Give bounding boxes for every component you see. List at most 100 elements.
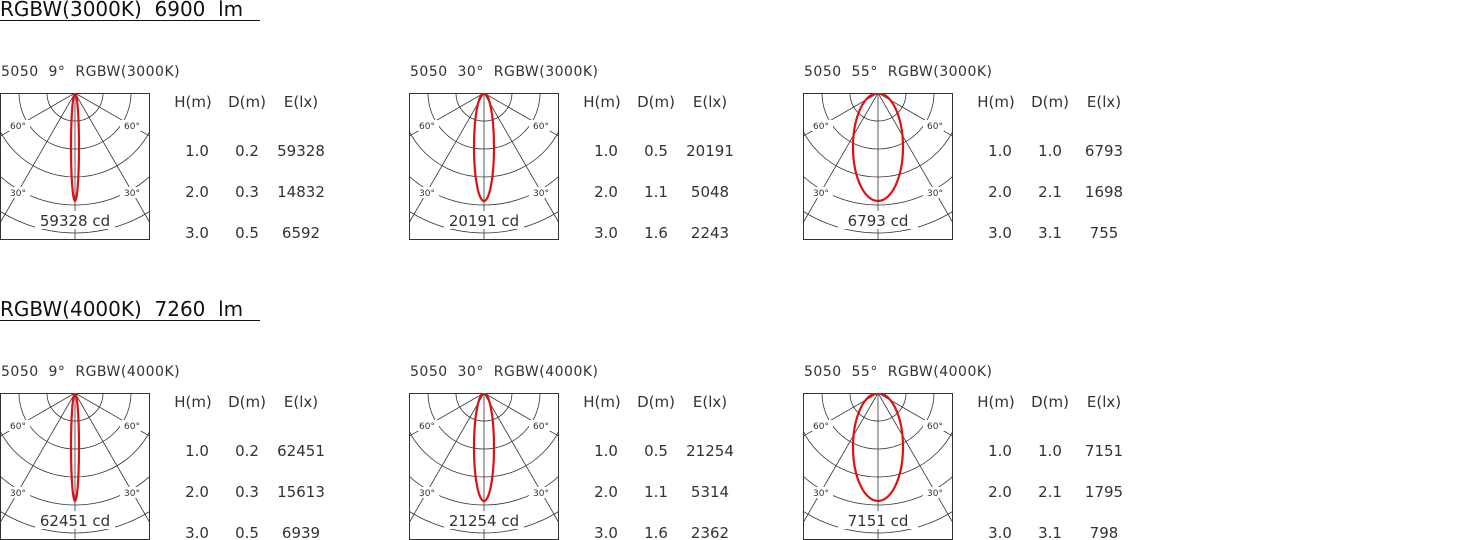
polar-diagram: 60° 60° 30° 30° 62451 cd (0, 393, 150, 540)
peak-label: 7151 cd (848, 512, 909, 530)
table-cell: 2.0 (988, 183, 1012, 201)
label-bg (418, 487, 439, 498)
label-bg (418, 420, 439, 431)
angle-label: 30° (124, 489, 140, 499)
table-cell: 1.6 (644, 224, 668, 242)
table-header: H(m) (977, 393, 1015, 411)
polar-ray (409, 93, 485, 137)
polar-ray (409, 93, 485, 224)
table-cell: 3.0 (185, 224, 209, 242)
label-bg (923, 487, 944, 498)
section-title: RGBW(3000K) 6900 lm (0, 0, 260, 21)
angle-label: 60° (813, 422, 829, 432)
table-cell: 5314 (690, 483, 730, 501)
angle-label: 30° (419, 189, 435, 199)
polar-ray (409, 393, 485, 524)
label-bg (120, 187, 141, 198)
table-header: H(m) (174, 93, 212, 111)
polar-ray (0, 393, 76, 524)
peak-label: 62451 cd (40, 512, 110, 530)
table-cell: 2243 (690, 224, 730, 242)
table-cell: 15613 (277, 483, 325, 501)
polar-ray (877, 393, 953, 437)
angle-label: 60° (10, 122, 26, 132)
peak-label: 6793 cd (848, 212, 909, 230)
label-bg (529, 487, 550, 498)
label-bg (812, 120, 833, 131)
angle-label: 60° (927, 122, 943, 132)
angle-label: 30° (533, 489, 549, 499)
table-cell: 1.1 (644, 483, 668, 501)
table-header: H(m) (583, 393, 621, 411)
table-header: E(lx) (283, 93, 319, 111)
polar-diagram: 60° 60° 30° 30° 20191 cd (409, 93, 559, 240)
table-cell: 0.5 (235, 224, 259, 242)
table-header: D(m) (637, 393, 675, 411)
angle-label: 60° (419, 122, 435, 132)
polar-ray (483, 393, 559, 437)
label-bg (444, 511, 524, 529)
polar-diagram: 60° 60° 30° 30° 59328 cd (0, 93, 150, 240)
label-bg (812, 187, 833, 198)
label-bg (812, 420, 833, 431)
table-cell: 1.0 (1038, 142, 1062, 160)
table-cell: 21254 (686, 442, 734, 460)
angle-label: 60° (419, 422, 435, 432)
table-header: D(m) (1031, 93, 1069, 111)
label-bg (35, 211, 115, 229)
polar-ray (0, 93, 76, 137)
table-cell: 1.0 (594, 142, 618, 160)
label-bg (838, 211, 918, 229)
table-cell: 2.0 (988, 483, 1012, 501)
label-bg (529, 120, 550, 131)
table-header: E(lx) (283, 393, 319, 411)
polar-ray (74, 93, 150, 224)
beam-curve (69, 93, 81, 203)
table-header: E(lx) (1086, 393, 1122, 411)
angle-label: 60° (533, 422, 549, 432)
polar-diagram: 60° 60° 30° 30° 6793 cd (803, 93, 953, 240)
polar-diagram: 60° 60° 30° 30° 7151 cd (803, 393, 953, 540)
label-bg (120, 120, 141, 131)
angle-label: 60° (813, 122, 829, 132)
table-cell: 7151 (1084, 442, 1124, 460)
item-label: 5050 9° RGBW(3000K) (1, 64, 181, 80)
polar-ray (877, 393, 953, 524)
label-bg (35, 511, 115, 529)
table-cell: 14832 (277, 183, 325, 201)
label-bg (9, 487, 30, 498)
beam-curve (472, 393, 496, 503)
polar-ray (483, 93, 559, 137)
table-cell: 3.0 (988, 524, 1012, 540)
label-bg (923, 187, 944, 198)
table-cell: 2.0 (594, 183, 618, 201)
table-header: E(lx) (692, 393, 728, 411)
polar-ray (877, 93, 953, 137)
polar-ray (803, 93, 879, 224)
table-cell: 0.3 (235, 183, 259, 201)
beam-curve (472, 93, 496, 203)
table-cell: 1.6 (644, 524, 668, 540)
table-header: E(lx) (692, 93, 728, 111)
table-cell: 20191 (686, 142, 734, 160)
table-cell: 0.5 (644, 442, 668, 460)
label-bg (9, 120, 30, 131)
table-cell: 2362 (690, 524, 730, 540)
table-cell: 5048 (690, 183, 730, 201)
table-cell: 6793 (1084, 142, 1124, 160)
table-cell: 1.0 (185, 142, 209, 160)
table-cell: 798 (1089, 524, 1119, 540)
label-bg (812, 487, 833, 498)
item-label: 5050 30° RGBW(3000K) (410, 64, 599, 80)
label-bg (9, 420, 30, 431)
angle-label: 60° (10, 422, 26, 432)
angle-label: 60° (124, 122, 140, 132)
polar-ray (877, 93, 953, 224)
table-header: D(m) (228, 393, 266, 411)
table-cell: 1.0 (185, 442, 209, 460)
angle-label: 30° (124, 189, 140, 199)
label-bg (838, 511, 918, 529)
label-bg (529, 420, 550, 431)
table-cell: 2.1 (1038, 483, 1062, 501)
